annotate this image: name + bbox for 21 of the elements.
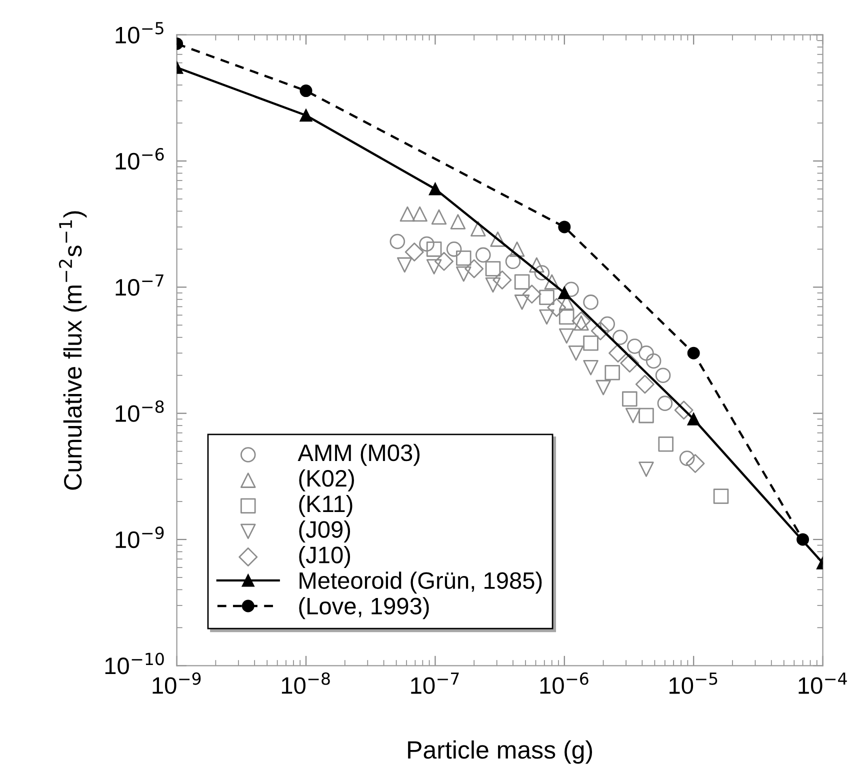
y-axis-title: Cumulative flux (m$^{−2}$s$^{−1}$) <box>58 211 87 490</box>
y-tick-label: 10$^{−10}$ <box>105 652 164 674</box>
y-tick-label: 10$^{−5}$ <box>116 22 164 44</box>
x-tick-label: 10$^{−5}$ <box>670 672 718 694</box>
legend-label: (J09) <box>299 520 350 542</box>
legend-label: (K11) <box>299 494 352 517</box>
y-tick-label: 10$^{−8}$ <box>116 400 164 422</box>
x-tick-label: 10$^{−6}$ <box>540 672 588 694</box>
y-tick-label: 10$^{−6}$ <box>116 148 164 170</box>
legend-label: (Love, 1993) <box>299 597 429 620</box>
x-axis-title: Particle mass (g) <box>408 740 592 764</box>
legend-label: Meteoroid (Grün, 1985) <box>300 572 542 594</box>
x-tick-label: 10$^{−7}$ <box>411 672 459 694</box>
legend-label: AMM (M03) <box>298 444 420 466</box>
y-tick-label: 10$^{−9}$ <box>116 526 164 548</box>
x-tick-label: 10$^{−8}$ <box>282 672 330 694</box>
y-tick-label: 10$^{−7}$ <box>116 274 164 296</box>
x-tick-label: 10$^{−4}$ <box>798 672 847 694</box>
legend-label: (J10) <box>299 546 350 568</box>
legend-label: (K02) <box>299 469 354 492</box>
x-tick-label: 10$^{−9}$ <box>152 672 201 694</box>
